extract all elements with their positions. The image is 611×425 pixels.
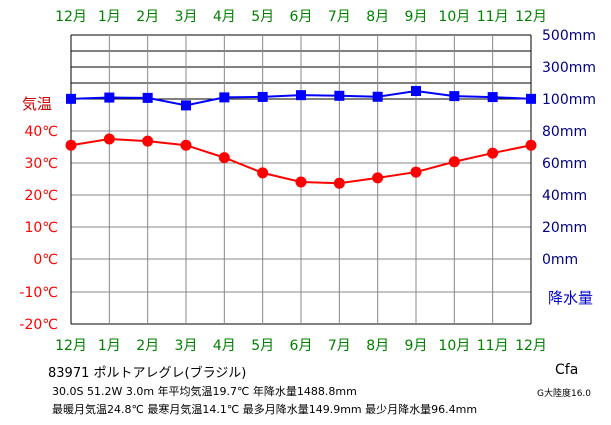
station-coordinates: 30.0S 51.2W [52, 385, 123, 398]
climate-code: Cfa [555, 362, 579, 378]
temperature-point [295, 176, 307, 188]
data-series [65, 86, 537, 189]
temperature-point [103, 133, 115, 145]
precipitation-point [219, 92, 230, 103]
month-label: 4月 [213, 9, 236, 25]
station-details: 30.0S 51.2W 3.0m 年平均気温19.7℃ 年降水量1488.8mm [52, 383, 357, 399]
annual-precipitation: 年降水量1488.8mm [252, 385, 357, 398]
temperature-point [65, 139, 77, 151]
warmest-month-temp: 最暖月気温24.8℃ [52, 403, 144, 416]
temperature-point [180, 139, 192, 151]
top-month-labels: 12月 1月 2月 3月 4月 5月 6月 7月 8月 9月 10月 11月 12月 [55, 9, 547, 25]
precipitation-point [449, 91, 460, 102]
month-label: 9月 [405, 338, 428, 354]
station-id: 83971 [48, 366, 90, 381]
month-label: 8月 [366, 338, 389, 354]
grid-lines [70, 34, 532, 325]
bottom-month-labels: 12月 1月 2月 3月 4月 5月 6月 7月 8月 9月 10月 11月 12月 [55, 338, 547, 354]
driest-month-precip: 最少月降水量96.4mm [365, 403, 478, 416]
precipitation-point [334, 90, 345, 101]
month-label: 10月 [438, 9, 470, 25]
precipitation-point [526, 93, 536, 104]
temperature-tick-label: 0℃ [33, 252, 58, 268]
precipitation-point [104, 92, 115, 103]
month-label: 12月 [515, 9, 547, 25]
precipitation-point [66, 93, 76, 104]
station-extremes: 最暖月気温24.8℃ 最寒月気温14.1℃ 最多月降水量149.9mm 最少月降… [52, 401, 477, 417]
month-label: 8月 [366, 9, 389, 25]
month-label: 12月 [55, 9, 87, 25]
temperature-point [410, 166, 422, 178]
temperature-point [448, 156, 460, 168]
precipitation-point [487, 92, 498, 103]
month-label: 4月 [213, 338, 236, 354]
precipitation-point [411, 86, 421, 96]
temperature-tick-label: 30℃ [24, 156, 58, 172]
station-title: 83971 ポルトアレグレ(ブラジル) [48, 362, 246, 381]
precipitation-tick-label: 60mm [542, 156, 587, 172]
precipitation-point [257, 91, 268, 102]
month-label: 5月 [251, 338, 274, 354]
station-elevation: 3.0m [125, 385, 155, 398]
temperature-point [333, 177, 345, 189]
month-label: 5月 [251, 9, 274, 25]
month-label: 3月 [175, 338, 198, 354]
month-label: 1月 [98, 9, 121, 25]
precipitation-point [296, 90, 306, 101]
precipitation-axis-ticks: 500mm 300mm 100mm 80mm 60mm 40mm 20mm 0mm [542, 28, 596, 268]
temperature-tick-label: -10℃ [19, 285, 58, 301]
temperature-point [525, 139, 537, 151]
precipitation-tick-label: 40mm [542, 188, 587, 204]
temperature-point [218, 152, 230, 164]
month-label: 12月 [515, 338, 547, 354]
month-label: 10月 [438, 338, 470, 354]
month-label: 6月 [290, 9, 313, 25]
station-name: ポルトアレグレ(ブラジル) [93, 366, 247, 381]
temperature-tick-label: 20℃ [24, 188, 58, 204]
precipitation-tick-label: 0mm [542, 252, 578, 268]
precipitation-tick-label: 300mm [542, 60, 596, 76]
temperature-tick-label: -20℃ [19, 317, 58, 333]
precipitation-tick-label: 80mm [542, 124, 587, 140]
precipitation-tick-label: 100mm [542, 92, 596, 108]
month-label: 9月 [405, 9, 428, 25]
annual-mean-temperature: 年平均気温19.7℃ [157, 385, 250, 398]
month-label: 7月 [328, 9, 351, 25]
precipitation-point [372, 91, 383, 102]
precipitation-axis-label: 降水量 [548, 289, 593, 307]
temperature-point [372, 172, 384, 184]
temperature-tick-label: 40℃ [24, 124, 58, 140]
month-label: 2月 [136, 338, 159, 354]
month-label: 12月 [55, 338, 87, 354]
wettest-month-precip: 最多月降水量149.9mm [242, 403, 362, 416]
continentality-index: G大陸度16.0 [537, 389, 592, 399]
precipitation-point [181, 100, 191, 111]
precipitation-tick-label: 20mm [542, 220, 587, 236]
temperature-point [257, 167, 269, 179]
precipitation-point [142, 92, 153, 103]
temperature-axis-ticks: 40℃ 30℃ 20℃ 10℃ 0℃ -10℃ -20℃ [19, 124, 58, 333]
month-label: 7月 [328, 338, 351, 354]
month-label: 11月 [477, 9, 509, 25]
temperature-axis-label: 気温 [22, 95, 52, 113]
temperature-point [487, 147, 499, 159]
month-label: 3月 [175, 9, 198, 25]
month-label: 1月 [98, 338, 121, 354]
temperature-point [142, 135, 154, 147]
month-label: 11月 [477, 338, 509, 354]
coldest-month-temp: 最寒月気温14.1℃ [147, 403, 240, 416]
climograph-chart: 12月 1月 2月 3月 4月 5月 6月 7月 8月 9月 10月 11月 12月 12月 1月 2月 3月… [19, 9, 596, 354]
temperature-tick-label: 10℃ [24, 220, 58, 236]
month-label: 2月 [136, 9, 159, 25]
precipitation-tick-label: 500mm [542, 28, 596, 44]
month-label: 6月 [290, 338, 313, 354]
